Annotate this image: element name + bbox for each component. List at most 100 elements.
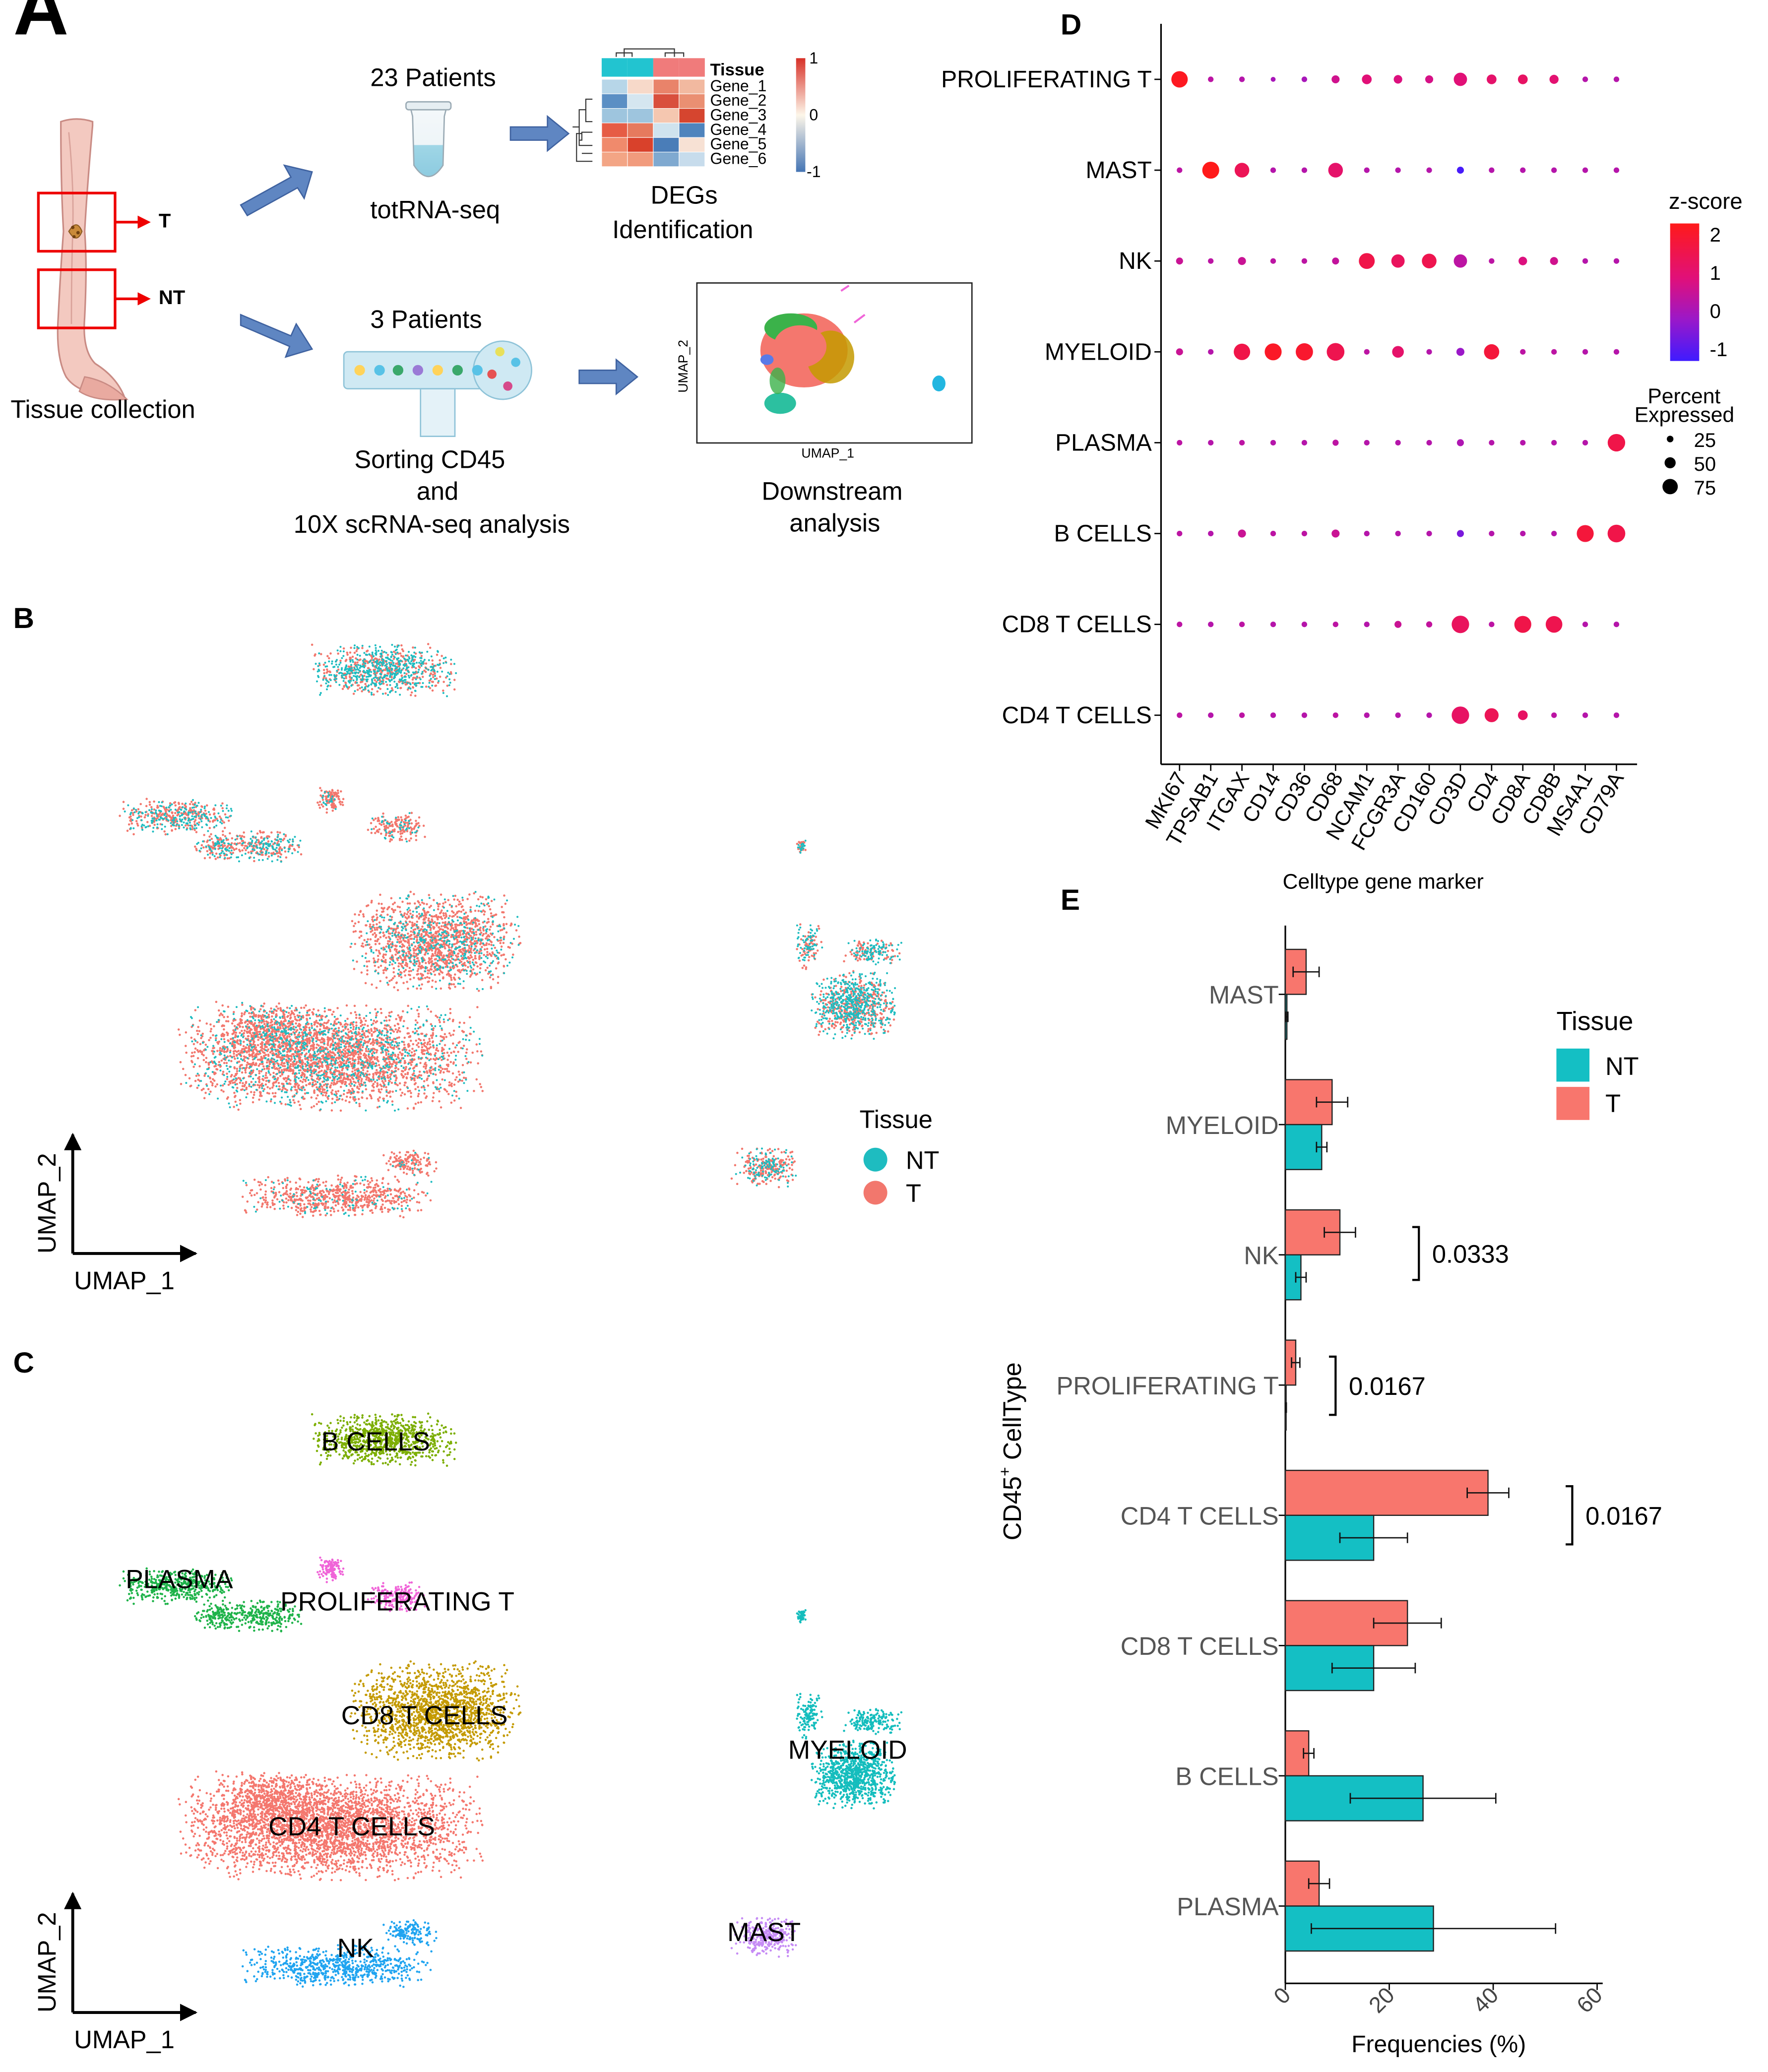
heatmap-gene-label: Gene_3 [710,106,766,124]
barplot-category-label: B CELLS [1175,1762,1278,1791]
heatmap-scale-bottom: -1 [807,163,821,181]
dotplot-dot [1613,167,1620,173]
heatmap-gene-label: Gene_6 [710,150,766,168]
dotplot-dot [1518,256,1527,265]
dotplot-dot [1613,712,1620,718]
dotplot-dot [1426,530,1432,537]
dotplot-dot [1613,76,1620,82]
dotplot-dot [1301,712,1308,718]
dotplot-y-label: PROLIFERATING T [941,66,1152,93]
normal-label: NT [159,287,185,309]
dotplot-dot [1331,75,1340,84]
dotplot-dot [1425,75,1434,84]
dotplot-dot [1607,434,1626,452]
dotplot-dot [1520,167,1526,173]
dotplot-dot [1582,167,1588,173]
zscore-colorbar [1670,223,1700,361]
dotplot-y-label: NK [1119,248,1152,274]
dotplot-dot [1456,439,1464,446]
dotplot-dot [1395,530,1401,537]
dotplot-dot [1551,530,1557,537]
dotplot-dot [1328,163,1343,178]
dotplot-dot [1582,712,1588,718]
heatmap-cell [601,137,628,153]
dotplot: PROLIFERATING T MAST NK MYELOID PLASMA B CELL… [941,23,1638,854]
dotplot-dot [1550,257,1558,265]
barplot-category-label: MYELOID [1166,1111,1279,1139]
dotplot-dot [1582,349,1588,355]
heatmap-header-cell [679,58,705,77]
barplot-category-label: MAST [1209,981,1279,1009]
arrow-bulk-to-heatmap [509,115,570,152]
rna-tube-icon [405,101,452,178]
significance-bracket [1328,1355,1337,1416]
heatmap-cell [679,108,705,124]
barplot-ylabel-main: CD45 [998,1476,1026,1540]
barplot-x-tick-label: 60 [1572,1982,1607,2018]
dotplot-dot [1426,440,1432,446]
arrow-sc-to-umap [578,358,638,396]
barplot-legend-nt-swatch [1556,1048,1590,1082]
dotplot-dot [1238,529,1246,538]
dotplot-dot [1489,530,1495,537]
dotplot-dot [1364,712,1370,718]
size-legend-title-1: Percent [1647,384,1720,408]
dotplot-y-label: CD8 T CELLS [1002,612,1152,638]
dotplot-dot [1202,161,1219,179]
arrow-to-bulk [240,164,313,217]
zscore-tick-label: 1 [1710,262,1721,284]
dotplot-dot [1270,77,1276,82]
dotplot-dot [1177,167,1183,173]
dotplot-dot [1301,167,1308,173]
dotplot-dot [1582,76,1588,82]
heatmap-cell [627,93,654,109]
significance-pvalue: 0.0333 [1432,1240,1509,1268]
dotplot-dot [1270,440,1276,446]
dotplot-dot [1331,529,1340,538]
heatmap-gene-label: Gene_5 [710,135,766,153]
panel-a-letter: A [13,0,69,51]
dotplot-dot [1208,712,1214,718]
dotplot-dot [1520,440,1526,446]
arrow-to-sc [240,314,314,358]
dotplot-dot [1208,349,1214,355]
dotplot-dot [1613,349,1620,355]
dotplot-dot [1452,616,1469,633]
umap-points-t [119,643,901,1219]
sc-result-line1: Downstream [761,477,902,505]
dotplot-dot [1577,525,1594,542]
umap-b-legend-title: Tissue [860,1105,933,1133]
barplot-category-label: NK [1244,1241,1279,1269]
cluster-label-b-cells: B CELLS [321,1427,430,1456]
heatmap-cell [653,79,680,94]
deg-heatmap [572,48,705,167]
umap-c-ylabel: UMAP_2 [33,1912,61,2012]
size-legend-dot-75 [1662,479,1678,495]
umap-points-myeloid [796,1609,903,1810]
dotplot-dot [1520,530,1526,537]
heatmap-header-cell [653,58,679,77]
heatmap-cell [627,79,654,94]
cluster-label-mast: MAST [727,1918,801,1947]
cluster-label-myeloid: MYELOID [788,1735,907,1764]
dotplot-y-label: PLASMA [1055,430,1152,456]
barplot-legend-nt-label: NT [1605,1052,1639,1080]
dotplot-y-label: MAST [1086,157,1152,184]
dotplot-dot [1295,343,1313,361]
umap-celltype-plot [119,1412,903,1988]
dotplot-dot [1607,524,1626,543]
heatmap-cell [627,108,654,124]
dotplot-dot [1582,440,1588,446]
heatmap-cell [627,137,654,153]
umap-c-xlabel: UMAP_1 [74,2025,175,2054]
mini-umap-xlabel: UMAP_1 [801,445,854,460]
barplot-x-tick-label: 40 [1468,1982,1504,2018]
dotplot-dot [1489,167,1495,173]
dotplot-dot [1239,712,1245,718]
dotplot-dot [1177,530,1183,537]
barplot-legend-t-label: T [1605,1089,1621,1118]
dotplot-dot [1176,257,1183,265]
barplot-bar-t [1284,1600,1408,1646]
barplot-category-label: CD8 T CELLS [1121,1632,1279,1660]
